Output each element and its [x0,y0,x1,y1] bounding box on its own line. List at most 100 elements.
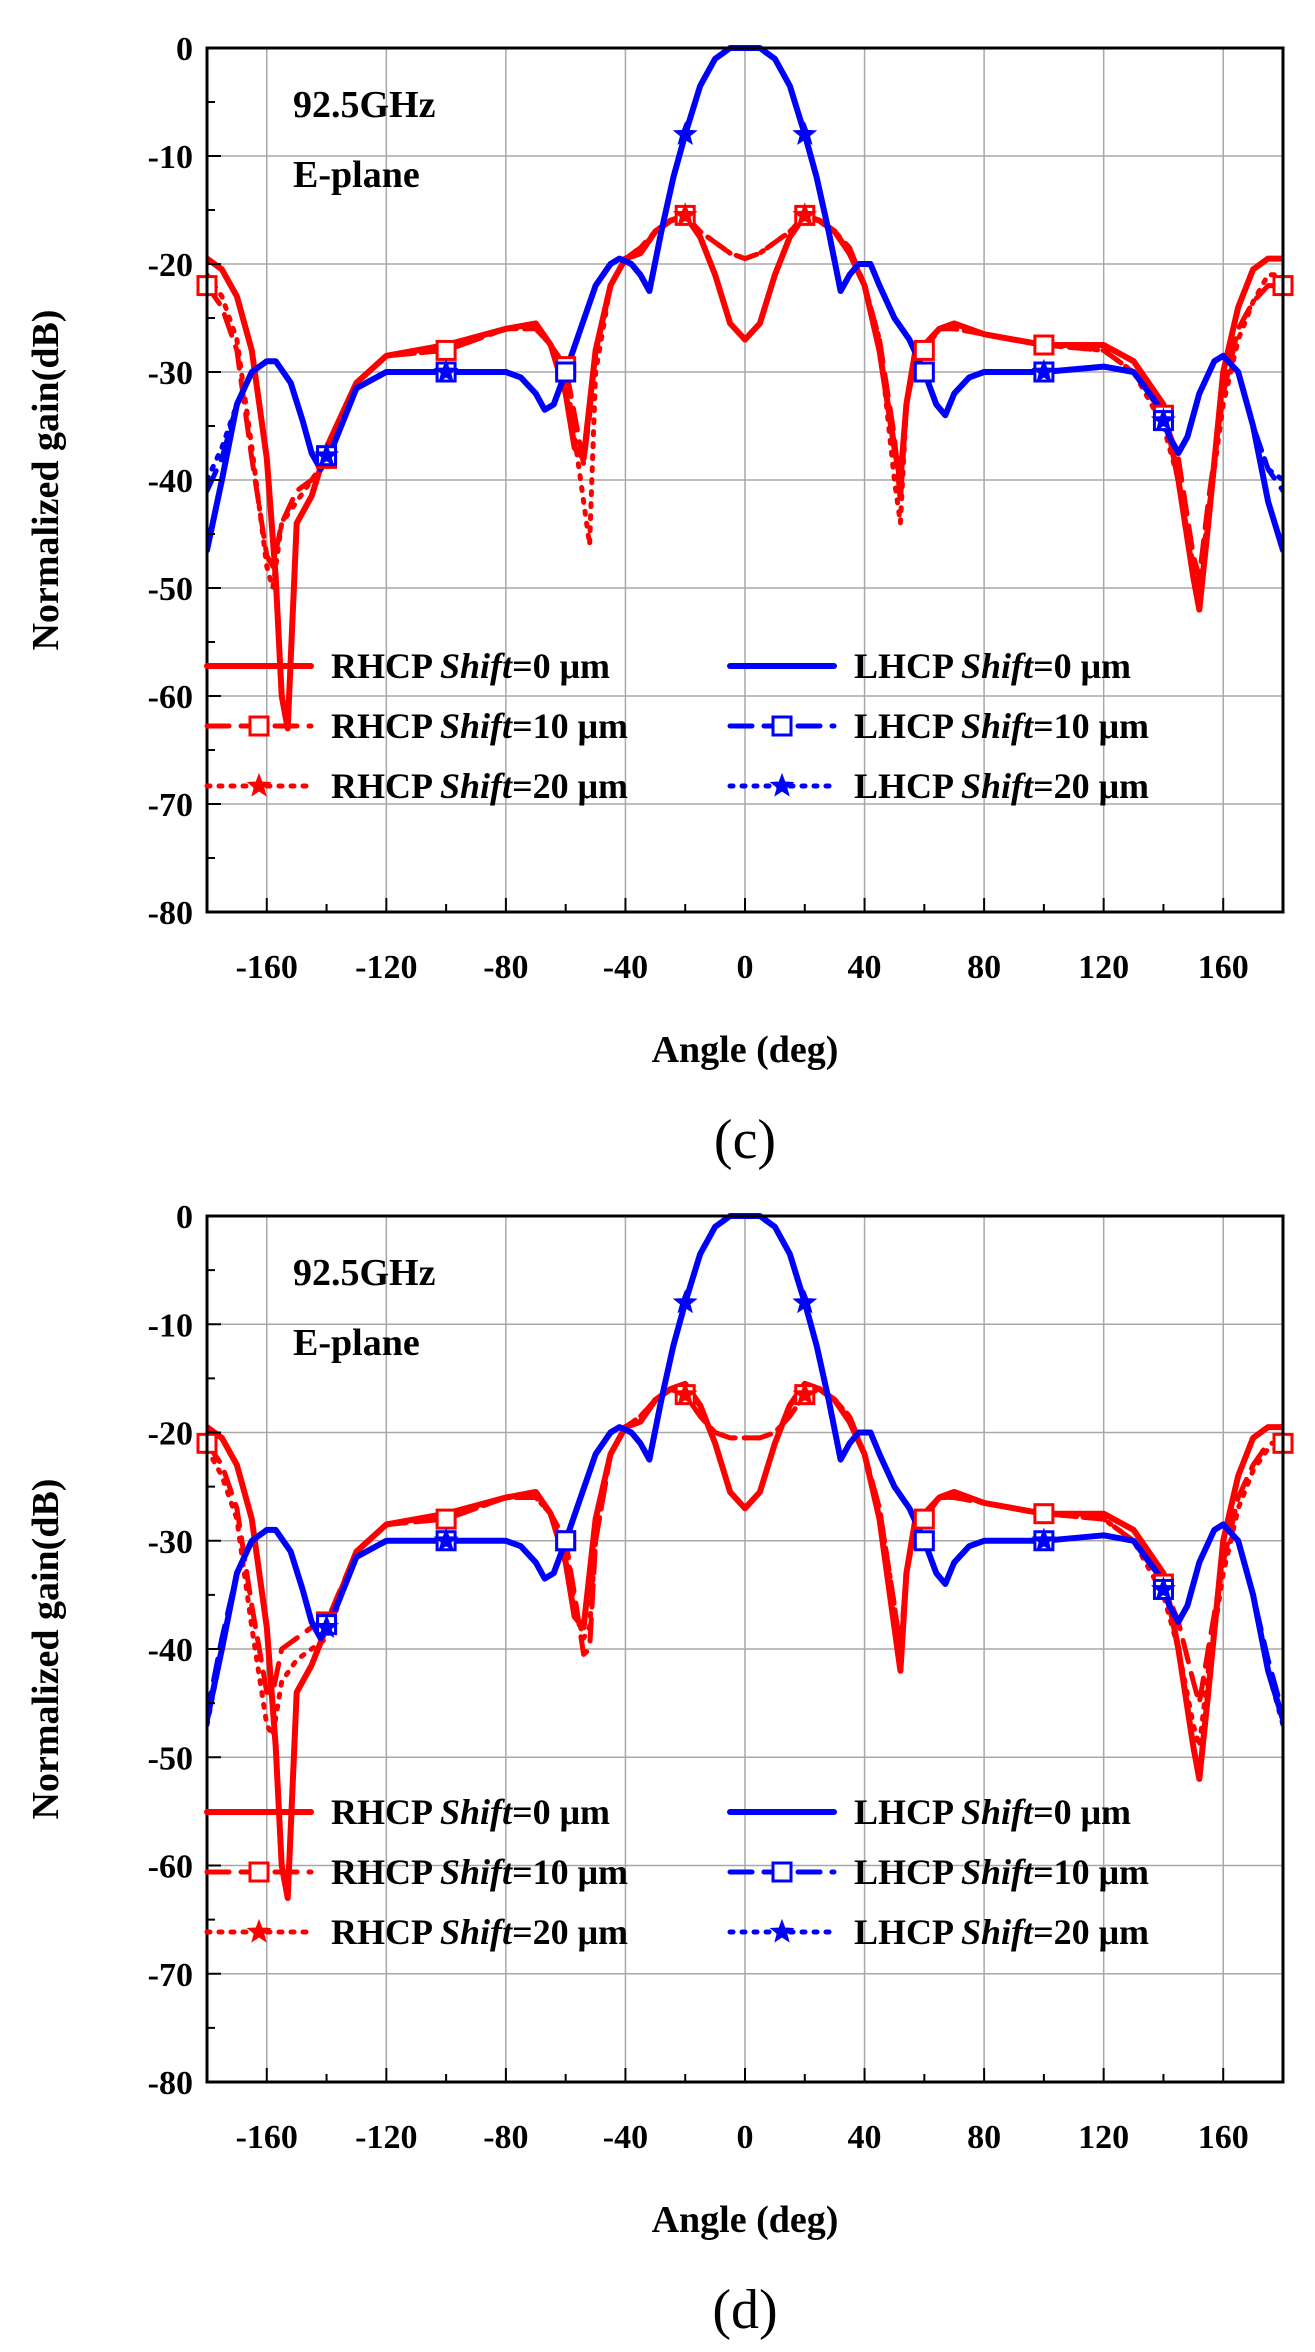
panel-label: (d) [712,2279,777,2341]
x-tick-label: 120 [1078,949,1129,986]
chart-panel-d: -160 -120 -80 -40 0 40 80 120 160 0 -10 -20 -30 -40 -5… [25,1199,1294,2341]
legend-label: LHCP Shift=10 μm [854,1852,1149,1892]
marker-square-lhcp [913,1530,935,1552]
y-tick-label: -30 [148,1524,193,1561]
annotation-line: E-plane [293,154,420,196]
legend-item: RHCP Shift=10 μm [204,706,628,746]
annotation-line: E-plane [293,1322,420,1364]
legend-label: RHCP Shift=10 μm [331,1852,628,1892]
chart-panel-c: -160 -120 -80 -40 0 40 80 120 160 0 -10 -20 -30 -40 -5… [25,31,1294,1171]
legend-item: LHCP Shift=0 μm [727,646,1131,686]
y-tick-label: 0 [176,1199,193,1236]
legend-marker-star [246,1918,272,1943]
legend-item: RHCP Shift=0 μm [204,646,610,686]
y-tick-label: -20 [148,1416,193,1453]
marker-star-lhcp [1150,1576,1176,1601]
legend-item: RHCP Shift=10 μm [204,1852,628,1892]
y-tick-label: -50 [148,1740,193,1777]
marker-star-lhcp [433,1527,459,1552]
marker-star-lhcp [672,121,698,146]
legend-item: LHCP Shift=0 μm [727,1792,1131,1832]
x-tick-label: 0 [737,2119,754,2156]
x-tick-label: -120 [355,2119,417,2156]
y-tick-label: -80 [148,895,193,932]
y-tick-label: -70 [148,1957,193,1994]
marker-square-rhcp [913,1508,935,1530]
marker-square-rhcp [435,339,457,361]
x-tick-label: -80 [483,949,528,986]
legend-label: LHCP Shift=0 μm [854,646,1131,686]
y-tick-label: -40 [148,1632,193,1669]
marker-square-rhcp [1033,334,1055,356]
marker-star-lhcp [314,442,340,467]
marker-star-lhcp [1031,1527,1057,1552]
x-tick-label: -160 [236,2119,298,2156]
marker-square-lhcp [913,361,935,383]
marker-star-rhcp [792,1381,818,1406]
x-tick-label: 120 [1078,2119,1129,2156]
x-tick-label: 0 [737,949,754,986]
x-tick-label: 80 [967,949,1001,986]
legend-item: LHCP Shift=10 μm [727,706,1149,746]
marker-star-rhcp [672,1381,698,1406]
y-tick-label: -80 [148,2065,193,2102]
x-tick-label: 80 [967,2119,1001,2156]
legend-item: LHCP Shift=20 μm [727,766,1149,806]
x-axis-title: Angle (deg) [652,1029,839,1071]
legend-label: LHCP Shift=0 μm [854,1792,1131,1832]
y-tick-label: -10 [148,1307,193,1344]
legend-label: LHCP Shift=10 μm [854,706,1149,746]
marker-star-rhcp [672,202,698,227]
marker-square-rhcp [1033,1503,1055,1525]
marker-star-lhcp [433,358,459,383]
marker-star-lhcp [1150,407,1176,432]
series-markers [196,121,1294,469]
y-tick-label: -30 [148,355,193,392]
legend-item: RHCP Shift=20 μm [204,766,628,806]
marker-star-lhcp [792,121,818,146]
marker-square-lhcp [555,361,577,383]
y-tick-label: -20 [148,247,193,284]
marker-star-lhcp [672,1289,698,1314]
legend-item: RHCP Shift=0 μm [204,1792,610,1832]
x-tick-label: -40 [603,2119,648,2156]
y-axis-title: Normalized gain(dB) [25,1479,67,1820]
legend-marker-square [771,715,793,737]
legend-label: RHCP Shift=20 μm [331,1912,628,1952]
x-tick-label: -80 [483,2119,528,2156]
legend-label: RHCP Shift=10 μm [331,706,628,746]
legend-label: RHCP Shift=20 μm [331,766,628,806]
y-tick-label: -60 [148,679,193,716]
legend-label: LHCP Shift=20 μm [854,1912,1149,1952]
x-tick-label: -40 [603,949,648,986]
series-line-rhcp-solid [207,212,1283,732]
y-tick-label: -50 [148,571,193,608]
x-tick-label: 40 [848,2119,882,2156]
legend-marker-star [769,1918,795,1943]
x-tick-label: -160 [236,949,298,986]
marker-star-lhcp [1031,358,1057,383]
y-tick-label: -70 [148,787,193,824]
marker-star-lhcp [314,1614,340,1638]
x-tick-label: -120 [355,949,417,986]
legend-marker-square [248,1861,270,1883]
legend: RHCP Shift=0 μm RHCP Shift=10 μm RHCP Shif… [204,1792,1149,1952]
legend-item: RHCP Shift=20 μm [204,1912,628,1952]
legend-label: LHCP Shift=20 μm [854,766,1149,806]
x-tick-label: 40 [848,949,882,986]
panel-label: (c) [714,1109,776,1171]
marker-square-rhcp [913,339,935,361]
y-tick-label: -60 [148,1849,193,1886]
legend: RHCP Shift=0 μm RHCP Shift=10 μm RHCP Shif… [204,646,1149,806]
series-line-rhcp-dotted [207,1386,1283,1749]
legend-label: RHCP Shift=0 μm [331,1792,610,1832]
y-axis-title: Normalized gain(dB) [25,310,67,651]
annotation-line: 92.5GHz [293,84,436,126]
legend-item: LHCP Shift=20 μm [727,1912,1149,1952]
marker-star-lhcp [792,1289,818,1314]
legend-label: RHCP Shift=0 μm [331,646,610,686]
legend-marker-star [246,772,272,797]
legend-item: LHCP Shift=10 μm [727,1852,1149,1892]
y-tick-label: 0 [176,31,193,68]
